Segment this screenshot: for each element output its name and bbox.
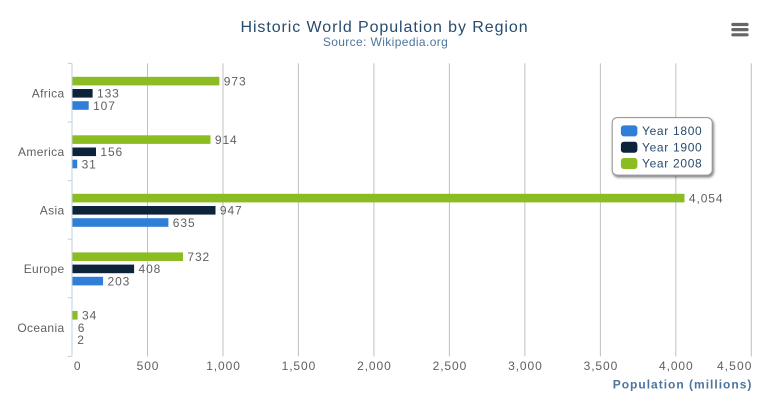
svg-text:Year 1900: Year 1900 [642, 140, 702, 154]
svg-text:4,000: 4,000 [659, 359, 694, 373]
svg-text:203: 203 [108, 274, 131, 288]
svg-text:0: 0 [74, 359, 82, 373]
svg-text:914: 914 [215, 133, 238, 147]
svg-text:2,000: 2,000 [357, 359, 392, 373]
svg-text:4,500: 4,500 [717, 359, 753, 373]
svg-text:107: 107 [93, 99, 116, 113]
svg-text:635: 635 [173, 216, 196, 230]
svg-text:133: 133 [97, 87, 120, 101]
svg-text:408: 408 [139, 262, 162, 276]
svg-text:973: 973 [224, 74, 247, 88]
svg-text:Africa: Africa [32, 87, 65, 101]
svg-text:732: 732 [187, 250, 210, 264]
svg-text:6: 6 [78, 321, 86, 335]
svg-text:Asia: Asia [40, 204, 65, 218]
svg-text:156: 156 [100, 145, 123, 159]
svg-text:Europe: Europe [24, 262, 65, 276]
svg-text:Year 2008: Year 2008 [642, 157, 702, 171]
svg-text:America: America [18, 145, 64, 159]
svg-text:Source: Wikipedia.org: Source: Wikipedia.org [323, 35, 448, 49]
svg-text:Historic World Population by R: Historic World Population by Region [240, 19, 528, 36]
svg-text:34: 34 [82, 309, 97, 323]
svg-text:31: 31 [82, 157, 97, 171]
svg-text:4,054: 4,054 [689, 191, 724, 205]
svg-text:3,500: 3,500 [584, 359, 619, 373]
svg-text:3,000: 3,000 [508, 359, 543, 373]
svg-text:Year 1800: Year 1800 [642, 124, 702, 138]
svg-text:Population (millions): Population (millions) [613, 377, 753, 391]
svg-text:Oceania: Oceania [17, 321, 64, 335]
svg-text:2,500: 2,500 [433, 359, 468, 373]
svg-text:2: 2 [77, 333, 85, 347]
svg-text:500: 500 [137, 359, 160, 373]
svg-text:1,000: 1,000 [206, 359, 241, 373]
svg-text:1,500: 1,500 [282, 359, 317, 373]
svg-text:947: 947 [220, 204, 243, 218]
